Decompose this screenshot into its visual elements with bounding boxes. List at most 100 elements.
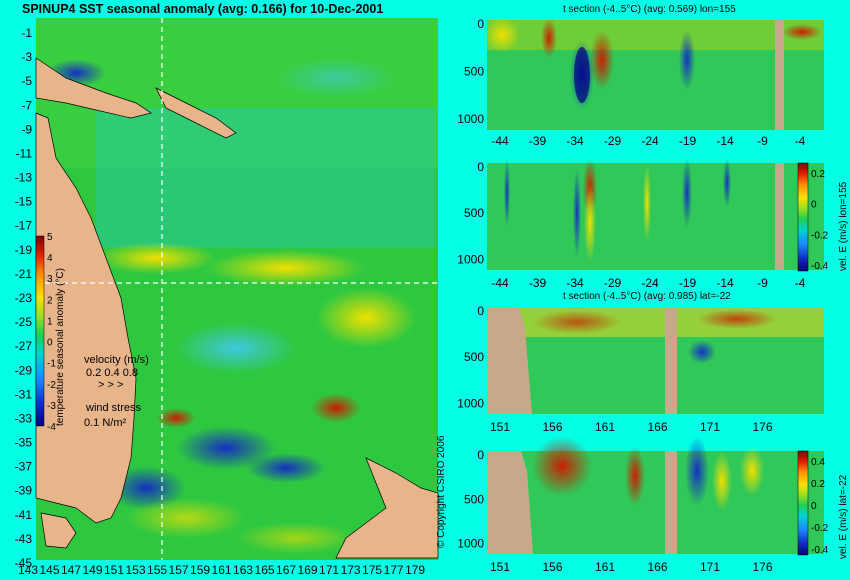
section-x-tick: 156 (542, 560, 562, 574)
section-x-tick: -44 (491, 134, 509, 148)
map-y-tick: -23 (15, 291, 33, 305)
colorbar-tick: 0 (811, 200, 817, 211)
section-x-tick: -4 (795, 134, 806, 148)
section-2-colorbar: 0.2 0 -0.2 -0.4 vel. E (m/s) lon=155 (797, 162, 849, 272)
colorbar-tick: 2 (47, 295, 53, 306)
map-y-tick: -21 (15, 267, 33, 281)
colorbar-tick: 1 (47, 316, 53, 327)
map-x-tick: 145 (39, 563, 59, 577)
section-x-tick: 151 (490, 420, 510, 434)
section-x-tick: 151 (490, 560, 510, 574)
section-x-tick: 166 (647, 560, 667, 574)
section-x-tick: -34 (566, 276, 584, 290)
section-2-x-axis: -44 -39 -34 -29 -24 -19 -14 -9 -4 (491, 276, 805, 290)
section-3-plot[interactable] (487, 307, 824, 414)
map-y-tick: -29 (15, 363, 33, 377)
colorbar-tick: -0.4 (811, 545, 829, 556)
map-x-tick: 179 (405, 563, 425, 577)
map-y-tick: -35 (15, 436, 33, 450)
colorbar-tick: -0.2 (811, 230, 829, 241)
section-x-tick: 176 (752, 560, 772, 574)
map-y-tick: -3 (21, 50, 32, 64)
section-y-tick: 0 (477, 17, 484, 31)
map-x-tick: 151 (104, 563, 124, 577)
wind-legend-title: wind stress (85, 402, 142, 414)
colorbar-tick: -1 (47, 359, 56, 370)
colorbar-tick: 5 (47, 232, 53, 243)
velocity-legend-values: 0.2 0.4 0.8 (86, 367, 138, 379)
section-3-title: t section (-4..5°C) (avg: 0.985) lat=-22 (563, 291, 731, 302)
map-y-tick: -41 (15, 508, 33, 522)
section-x-tick: -29 (604, 276, 622, 290)
map-x-tick: 161 (212, 563, 232, 577)
colorbar-tick: -4 (47, 422, 56, 433)
section-x-tick: -24 (641, 134, 659, 148)
map-y-tick: -1 (21, 26, 32, 40)
map-x-tick: 163 (233, 563, 253, 577)
section-x-tick: -34 (566, 134, 584, 148)
colorbar-tick: 0 (47, 338, 53, 349)
page-title: SPINUP4 SST seasonal anomaly (avg: 0.166… (22, 2, 384, 16)
map-x-tick: 153 (126, 563, 146, 577)
map-y-tick: -11 (16, 146, 33, 160)
section-x-tick: 171 (700, 560, 720, 574)
section-1-plot[interactable] (484, 17, 824, 130)
sst-map[interactable]: 5 4 3 2 1 0 -1 -2 -3 -4 temperature seasonal anom… (35, 18, 439, 560)
colorbar-tick: 0 (811, 501, 817, 512)
map-x-tick: 169 (298, 563, 318, 577)
map-x-tick: 171 (319, 563, 339, 577)
colorbar-tick: 0.4 (811, 457, 825, 468)
map-y-tick: -39 (15, 484, 33, 498)
colorbar-tick: 0.2 (811, 479, 825, 490)
new-guinea-land (35, 57, 152, 119)
map-x-tick: 175 (362, 563, 382, 577)
section-2-plot[interactable] (487, 158, 824, 270)
section-x-tick: 161 (595, 560, 615, 574)
map-y-tick: -45 (15, 556, 33, 570)
map-x-tick: 177 (384, 563, 404, 577)
section-x-tick: 166 (647, 420, 667, 434)
section-1-x-axis: -44 -39 -34 -29 -24 -19 -14 -9 -4 (491, 134, 806, 148)
colorbar-tick: 3 (47, 274, 53, 285)
section-x-tick: -39 (529, 134, 547, 148)
colorbar-label: temperature seasonal anomaly (°C) (55, 268, 66, 426)
section-x-tick: -9 (757, 276, 768, 290)
colorbar-tick: 4 (47, 253, 53, 264)
sst-colorbar (35, 235, 45, 427)
map-x-tick: 149 (83, 563, 103, 577)
map-y-tick: -9 (21, 122, 32, 136)
section-x-tick: -19 (679, 276, 697, 290)
section-x-tick: -14 (716, 134, 734, 148)
map-y-tick: -17 (15, 219, 33, 233)
map-y-tick: -31 (15, 387, 33, 401)
map-y-tick: -13 (15, 171, 33, 185)
map-y-tick: -19 (15, 243, 33, 257)
map-y-tick: -33 (15, 411, 33, 425)
section-y-tick: 1000 (457, 537, 484, 551)
section-4-colorbar-label: vel. E (m/s) lat=-22 (838, 474, 849, 559)
section-x-tick: 176 (752, 420, 772, 434)
section-y-tick: 500 (464, 65, 484, 79)
section-x-tick: -29 (604, 134, 622, 148)
section-y-tick: 500 (464, 206, 484, 220)
section-4-colorbar: 0.4 0.2 0 -0.2 -0.4 vel. E (m/s) lat=-22 (797, 450, 849, 559)
section-y-tick: 500 (464, 492, 484, 506)
colorbar-tick: -0.4 (811, 261, 829, 272)
colorbar-tick: -2 (47, 380, 56, 391)
map-y-tick: -5 (21, 74, 32, 88)
section-1-y-axis: 0 500 1000 (457, 17, 484, 126)
section-y-tick: 500 (464, 350, 484, 364)
section-4-plot[interactable] (487, 436, 824, 554)
map-x-tick: 165 (255, 563, 275, 577)
section-2-colorbar-label: vel. E (m/s) lon=155 (838, 181, 849, 271)
map-y-tick: -27 (15, 339, 33, 353)
map-x-tick: 143 (18, 563, 38, 577)
solomon-islands (155, 87, 237, 139)
section-x-tick: -19 (679, 134, 697, 148)
section-y-tick: 1000 (457, 252, 484, 266)
new-zealand-land (335, 457, 439, 559)
colorbar-tick: -3 (47, 401, 56, 412)
section-y-tick: 0 (477, 160, 484, 174)
section-y-tick: 1000 (457, 112, 484, 126)
map-y-tick: -7 (21, 98, 32, 112)
